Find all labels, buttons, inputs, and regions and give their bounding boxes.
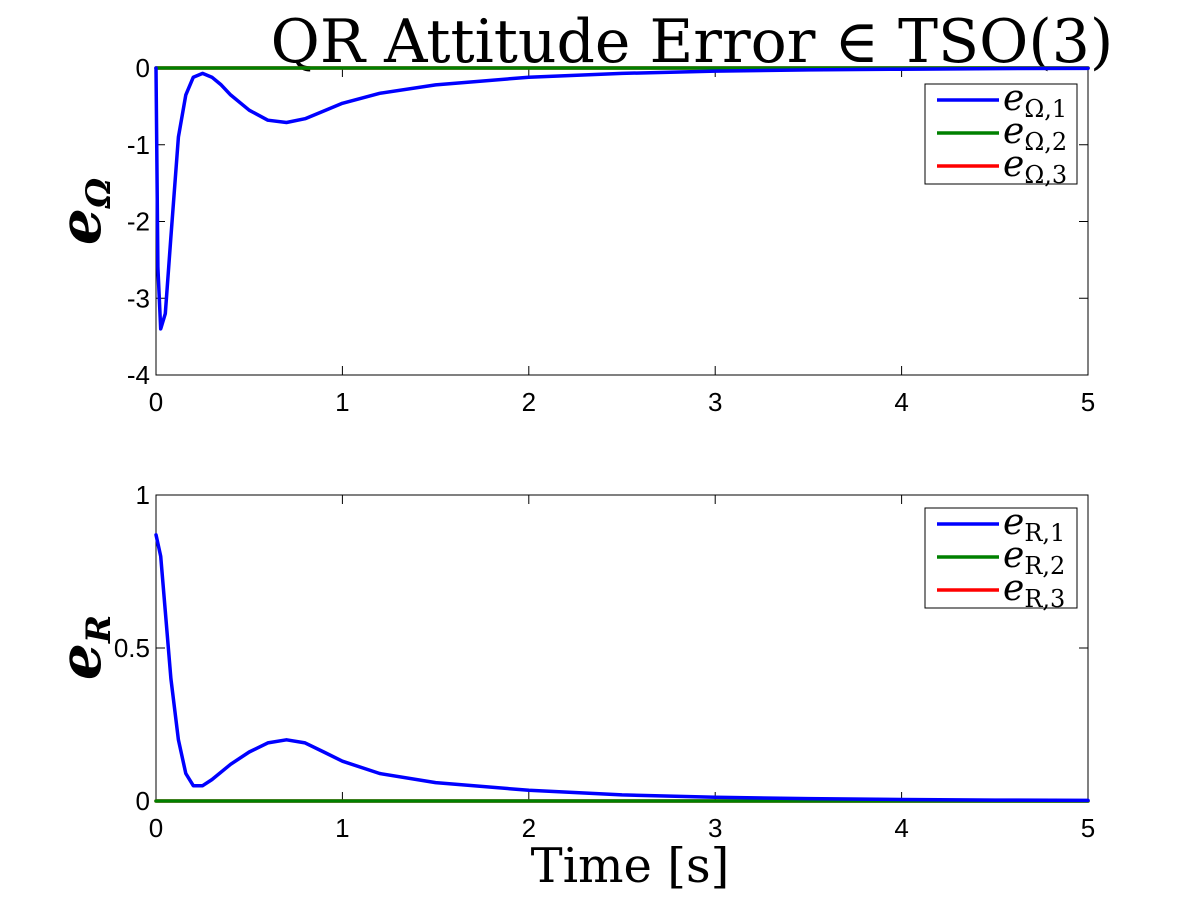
- bottom-y-tick-label: 1: [136, 480, 150, 510]
- bottom-legend-label-main: e: [1003, 535, 1024, 576]
- bottom-legend-label-1: eR,1: [1003, 502, 1065, 547]
- top-legend-label-sub: Ω,1: [1024, 95, 1067, 123]
- bottom-x-tick-label: 3: [708, 813, 722, 843]
- bottom-axes-marks: 0 1 2 3 4 5 0 0.5 1: [114, 480, 1095, 843]
- bottom-legend-label-3: eR,3: [1003, 568, 1065, 613]
- bottom-legend: eR,1eR,2eR,3: [924, 502, 1078, 613]
- top-axes-lines: [154, 66, 1090, 331]
- bottom-legend-label-main: e: [1003, 568, 1024, 609]
- top-legend-label-sub: Ω,3: [1024, 161, 1067, 189]
- top-y-tick-label: -3: [127, 283, 150, 313]
- top-x-tick-label: 1: [335, 387, 349, 417]
- bottom-ylabel-sub: R: [79, 615, 119, 644]
- top-legend-label-main: e: [1003, 144, 1024, 185]
- top-ylabel-sub: Ω: [79, 178, 119, 209]
- top-y-tick-label: 0: [136, 53, 150, 83]
- x-axis-label: Time [s]: [531, 838, 730, 894]
- top-legend: eΩ,1eΩ,2eΩ,3: [924, 78, 1078, 189]
- bottom-legend-label-main: e: [1003, 502, 1024, 543]
- bottom-ylabel-main: e: [46, 643, 114, 680]
- bottom-x-tick-label: 4: [894, 813, 908, 843]
- top-legend-label-main: e: [1003, 78, 1024, 119]
- bottom-legend-label-2: eR,2: [1003, 535, 1065, 580]
- top-legend-label-3: eΩ,3: [1003, 144, 1067, 189]
- bottom-x-tick-label: 1: [335, 813, 349, 843]
- bottom-series-line-1: [154, 533, 1090, 803]
- bottom-axes: 0 1 2 3 4 500.51 eR eR,1eR,2eR,3 Time [s]: [46, 480, 1095, 894]
- top-x-tick-label: 4: [894, 387, 908, 417]
- bottom-x-tick-label: 0: [149, 813, 163, 843]
- top-series-line-1: [154, 66, 1090, 331]
- bottom-y-axis-label: eR: [46, 615, 119, 680]
- top-y-tick-label: -1: [127, 130, 150, 160]
- top-axes-marks: 0 1 2 3 4 5 -4 -3 -2 -1 0: [127, 53, 1095, 417]
- top-legend-label-main: e: [1003, 111, 1024, 152]
- bottom-y-tick-label: 0: [136, 786, 150, 816]
- bottom-axes-lines: [154, 533, 1090, 803]
- bottom-legend-label-sub: R,3: [1024, 585, 1065, 613]
- top-x-tick-label: 3: [708, 387, 722, 417]
- top-x-tick-label: 5: [1081, 387, 1095, 417]
- top-legend-label-sub: Ω,2: [1024, 128, 1067, 156]
- top-y-axis-label: eΩ: [46, 178, 119, 245]
- bottom-x-tick-label: 2: [522, 813, 536, 843]
- top-legend-label-2: eΩ,2: [1003, 111, 1067, 156]
- top-x-tick-label: 2: [522, 387, 536, 417]
- top-axes: 0 1 2 3 4 5-4-3-2-10 eΩ eΩ,1eΩ,2eΩ,3: [46, 53, 1095, 417]
- bottom-legend-label-sub: R,1: [1024, 519, 1065, 547]
- bottom-y-tick-label: 0.5: [114, 633, 150, 663]
- chart-title: QR Attitude Error ∈ TSO(3): [271, 7, 1114, 77]
- top-y-tick-label: -4: [127, 360, 150, 390]
- bottom-x-tick-label: 5: [1081, 813, 1095, 843]
- top-x-tick-label: 0: [149, 387, 163, 417]
- top-ylabel-main: e: [46, 208, 114, 245]
- bottom-legend-label-sub: R,2: [1024, 552, 1065, 580]
- top-legend-label-1: eΩ,1: [1003, 78, 1067, 123]
- top-y-tick-label: -2: [127, 207, 150, 237]
